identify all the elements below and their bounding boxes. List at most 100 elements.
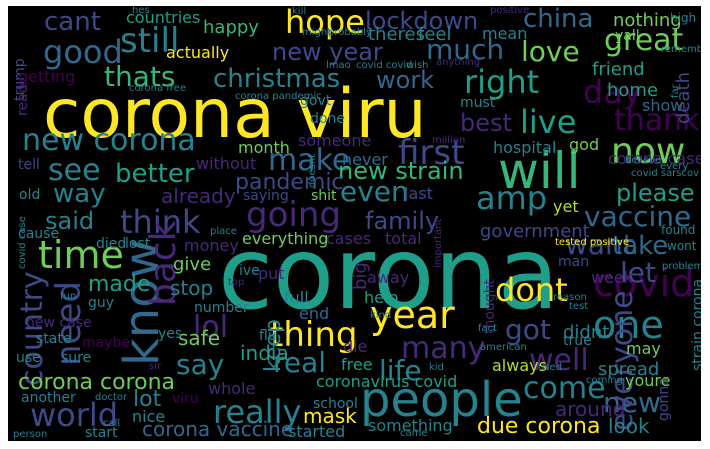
word-take: take: [612, 231, 669, 261]
word-yet: yet: [553, 197, 579, 216]
word-week: week: [591, 268, 634, 287]
word-kid: kid: [429, 362, 444, 373]
word-free: free: [341, 355, 373, 374]
word-cases: cases: [326, 229, 372, 248]
word-must: must: [460, 95, 496, 111]
word-tell: tell: [18, 157, 40, 173]
word-great: great: [604, 23, 684, 58]
word-thing: thing: [270, 315, 358, 355]
word-covid-case: covid case: [17, 216, 28, 269]
word-might: might: [302, 27, 332, 38]
word-strain-corona: strain corona: [690, 278, 701, 371]
word-good: good: [43, 33, 123, 71]
word-doctor: doctor: [95, 392, 128, 403]
word-yes: yes: [158, 326, 183, 342]
word-let: let: [620, 256, 656, 289]
word-done: done: [310, 111, 345, 127]
word-test: test: [569, 301, 589, 312]
word-corona: corona: [218, 215, 559, 332]
word-want: want: [565, 228, 634, 261]
word-far: far: [670, 84, 681, 98]
word-govt: govt: [300, 93, 332, 109]
word-may: may: [626, 339, 661, 358]
word-hes: hes: [132, 6, 150, 16]
word-much: much: [426, 33, 505, 66]
word-corona-viru: corona viru: [43, 75, 427, 154]
word-year: year: [370, 293, 455, 337]
word-will: will: [498, 142, 581, 200]
word-safe: safe: [178, 326, 221, 350]
word-start: start: [85, 425, 118, 441]
word-shit: shit: [311, 188, 337, 204]
word-someone: someone: [298, 131, 372, 150]
word-said: said: [45, 207, 95, 235]
word-say: say: [176, 348, 225, 381]
word-lost: lost: [125, 236, 151, 252]
word-coronavirus-covid: coronavirus covid: [316, 372, 458, 391]
word-dont: dont: [495, 271, 568, 309]
word-sure: sure: [61, 350, 92, 366]
word-god: god: [569, 135, 600, 154]
word-use: use: [16, 350, 41, 366]
word-lot: lot: [133, 387, 162, 412]
word-corona-case: corona case: [608, 149, 701, 168]
word-actually: actually: [166, 43, 230, 62]
word-believe: believe: [625, 155, 662, 166]
word-yall: yall: [615, 28, 640, 44]
word-hope: hope: [285, 6, 365, 41]
word-thank: thank: [614, 103, 700, 138]
word-theres: theres: [368, 24, 425, 45]
word-every: every: [660, 161, 689, 172]
word-old: old: [19, 187, 41, 203]
word-going: going: [246, 195, 341, 235]
word-month: month: [238, 138, 290, 157]
word-top: top: [228, 277, 245, 288]
word-china: china: [523, 6, 594, 34]
word-tested-positive: tested positive: [555, 237, 630, 248]
word-way: way: [53, 179, 106, 209]
word-give: give: [173, 254, 212, 275]
word-spread: spread: [598, 359, 660, 380]
word-love: love: [521, 35, 580, 68]
word-used: used: [538, 362, 563, 373]
word-kind: kind: [370, 310, 392, 321]
word-viru: viru: [172, 391, 199, 407]
word-coming: coming: [586, 375, 623, 386]
word-corona-pandemic: corona pandemic: [235, 91, 322, 102]
word-remember: remember: [661, 44, 701, 55]
word-nice: nice: [132, 407, 166, 426]
word-number: number: [194, 300, 249, 316]
word-wont: wont: [667, 239, 697, 253]
word-stop: stop: [170, 276, 214, 300]
word-big: big: [350, 262, 371, 290]
word-help: help: [364, 288, 399, 307]
word-place: place: [210, 226, 237, 237]
word-new-strain: new strain: [338, 157, 464, 185]
word-one: one: [593, 303, 664, 347]
word-covid-covid: covid covid: [356, 60, 413, 71]
word-read: read: [15, 84, 31, 116]
word-school: school: [313, 396, 358, 412]
word-many: many: [401, 331, 486, 366]
word-thats: thats: [104, 60, 176, 93]
word-work: work: [376, 66, 435, 94]
word-covid: covid: [593, 261, 695, 305]
word-without: without: [196, 154, 257, 173]
word-cloud: corona corona viru people will year amp now one…: [8, 6, 701, 441]
word-doesnt: doesnt: [307, 153, 318, 188]
word-last: last: [404, 184, 433, 203]
word-come: come: [523, 371, 606, 406]
word-still: still: [120, 21, 180, 61]
word-youre: youre: [625, 371, 671, 390]
word-sir: sir: [149, 361, 162, 372]
word-due-corona: due corona: [477, 414, 601, 439]
word-hospital: hospital: [493, 138, 557, 157]
word-already: already: [161, 184, 236, 208]
word-time: time: [38, 233, 124, 277]
word-positive: positive: [490, 6, 530, 16]
word-probably: probably: [328, 27, 372, 38]
word-right: right: [464, 63, 540, 101]
word-covid-sarscov: covid sarscov: [631, 168, 700, 179]
word-another: another: [21, 390, 76, 406]
word-really: really: [213, 393, 302, 431]
